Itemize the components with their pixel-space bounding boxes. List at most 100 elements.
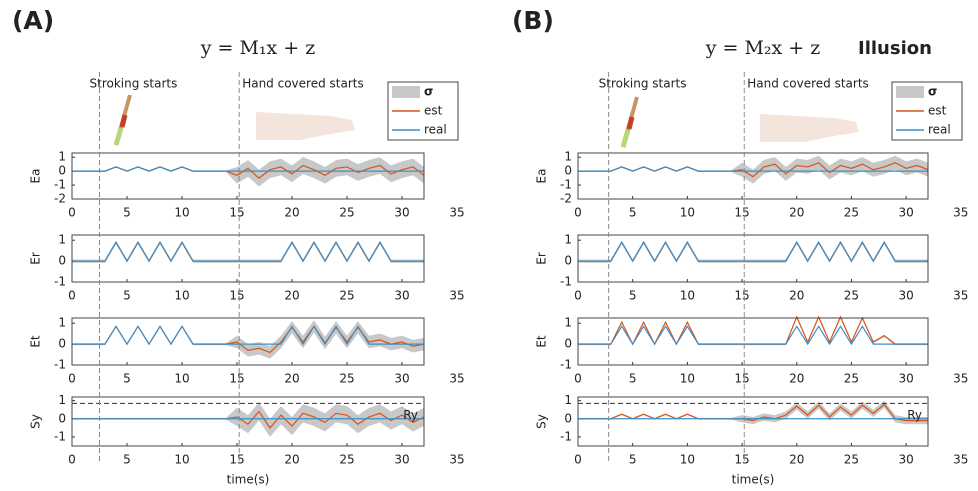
y-tick-label: 0 bbox=[58, 164, 66, 178]
real-line bbox=[578, 325, 928, 346]
x-tick-label: 35 bbox=[953, 206, 968, 220]
real-line bbox=[578, 166, 928, 172]
sigma-band bbox=[72, 320, 424, 359]
x-tick-label: 20 bbox=[789, 453, 804, 467]
x-tick-label: 0 bbox=[574, 453, 582, 467]
x-tick-label: 20 bbox=[284, 372, 299, 386]
sigma-band bbox=[72, 402, 424, 437]
x-tick-label: 25 bbox=[844, 453, 859, 467]
x-tick-label: 30 bbox=[394, 206, 409, 220]
x-tick-label: 5 bbox=[629, 453, 637, 467]
x-tick-label: 35 bbox=[449, 289, 464, 303]
x-tick-label: 0 bbox=[574, 372, 582, 386]
x-tick-label: 25 bbox=[339, 206, 354, 220]
est-line bbox=[578, 403, 928, 422]
real-line bbox=[72, 325, 424, 346]
x-tick-label: 15 bbox=[229, 372, 244, 386]
sigma-band bbox=[72, 240, 424, 263]
x-tick-label: 20 bbox=[789, 206, 804, 220]
y-axis-label: Sy bbox=[535, 414, 549, 429]
x-tick-label: 25 bbox=[844, 289, 859, 303]
real-line bbox=[72, 241, 424, 263]
x-tick-label: 0 bbox=[574, 289, 582, 303]
axes-box bbox=[577, 152, 929, 200]
x-tick-label: 10 bbox=[174, 453, 189, 467]
y-tick-label: 0 bbox=[564, 254, 572, 268]
x-tick-label: 15 bbox=[229, 289, 244, 303]
y-tick-label: 0 bbox=[58, 411, 66, 425]
x-tick-label: 10 bbox=[174, 289, 189, 303]
y-tick-label: 0 bbox=[58, 337, 66, 351]
real-line bbox=[578, 241, 928, 263]
x-tick-label: 5 bbox=[123, 206, 131, 220]
legend-label: est bbox=[424, 104, 443, 118]
x-tick-label: 25 bbox=[844, 372, 859, 386]
x-tick-label: 0 bbox=[68, 372, 76, 386]
covered-label: Hand covered starts bbox=[747, 77, 869, 91]
x-tick-label: 5 bbox=[629, 289, 637, 303]
y-tick-label: -1 bbox=[560, 178, 572, 192]
x-axis-label: time(s) bbox=[227, 473, 270, 487]
legend-swatch bbox=[896, 86, 924, 98]
x-tick-label: 5 bbox=[123, 453, 131, 467]
y-tick-label: 0 bbox=[58, 254, 66, 268]
legend-label: real bbox=[424, 123, 447, 137]
legend-label: est bbox=[928, 104, 947, 118]
x-tick-label: 30 bbox=[898, 289, 913, 303]
y-tick-label: 1 bbox=[564, 233, 572, 247]
x-tick-label: 10 bbox=[174, 372, 189, 386]
x-tick-label: 10 bbox=[174, 206, 189, 220]
x-tick-label: 30 bbox=[394, 289, 409, 303]
x-tick-label: 10 bbox=[680, 206, 695, 220]
y-axis-label: Sy bbox=[29, 414, 43, 429]
x-tick-label: 0 bbox=[574, 206, 582, 220]
y-tick-label: -1 bbox=[54, 275, 66, 289]
x-tick-label: 25 bbox=[339, 289, 354, 303]
y-tick-label: -1 bbox=[54, 358, 66, 372]
axes-box bbox=[71, 396, 425, 447]
y-axis-label: Et bbox=[29, 335, 43, 348]
x-tick-label: 0 bbox=[68, 206, 76, 220]
sigma-band bbox=[578, 155, 928, 184]
x-tick-label: 35 bbox=[953, 289, 968, 303]
y-tick-label: -2 bbox=[54, 192, 66, 206]
y-tick-label: 1 bbox=[564, 150, 572, 164]
x-tick-label: 35 bbox=[449, 453, 464, 467]
x-tick-label: 5 bbox=[123, 372, 131, 386]
x-tick-label: 20 bbox=[789, 289, 804, 303]
equation: y = M₂x + z bbox=[705, 37, 821, 59]
y-tick-label: 1 bbox=[58, 393, 66, 407]
equation: y = M₁x + z bbox=[200, 37, 316, 59]
x-tick-label: 30 bbox=[898, 206, 913, 220]
x-tick-label: 20 bbox=[284, 289, 299, 303]
x-tick-label: 30 bbox=[898, 453, 913, 467]
y-tick-label: 0 bbox=[564, 411, 572, 425]
hand-icon bbox=[760, 114, 859, 142]
x-tick-label: 15 bbox=[734, 372, 749, 386]
x-tick-label: 30 bbox=[394, 453, 409, 467]
x-tick-label: 0 bbox=[68, 289, 76, 303]
brush-icon bbox=[620, 96, 639, 148]
brush-icon bbox=[113, 94, 132, 146]
y-tick-label: 1 bbox=[564, 393, 572, 407]
x-tick-label: 15 bbox=[229, 206, 244, 220]
x-tick-label: 15 bbox=[229, 453, 244, 467]
x-tick-label: 30 bbox=[898, 372, 913, 386]
y-tick-label: -1 bbox=[560, 358, 572, 372]
x-tick-label: 5 bbox=[629, 372, 637, 386]
y-tick-label: 0 bbox=[564, 337, 572, 351]
y-axis-label: Ea bbox=[535, 169, 549, 184]
panel-label: (B) bbox=[512, 6, 554, 35]
stroking-label: Stroking starts bbox=[90, 77, 178, 91]
x-tick-label: 20 bbox=[284, 206, 299, 220]
y-tick-label: 1 bbox=[58, 150, 66, 164]
x-tick-label: 35 bbox=[449, 206, 464, 220]
legend-swatch bbox=[392, 86, 420, 98]
x-tick-label: 25 bbox=[339, 372, 354, 386]
x-tick-label: 35 bbox=[953, 453, 968, 467]
x-tick-label: 5 bbox=[123, 289, 131, 303]
x-tick-label: 20 bbox=[789, 372, 804, 386]
panel-label: (A) bbox=[12, 6, 54, 35]
y-tick-label: 1 bbox=[564, 316, 572, 330]
